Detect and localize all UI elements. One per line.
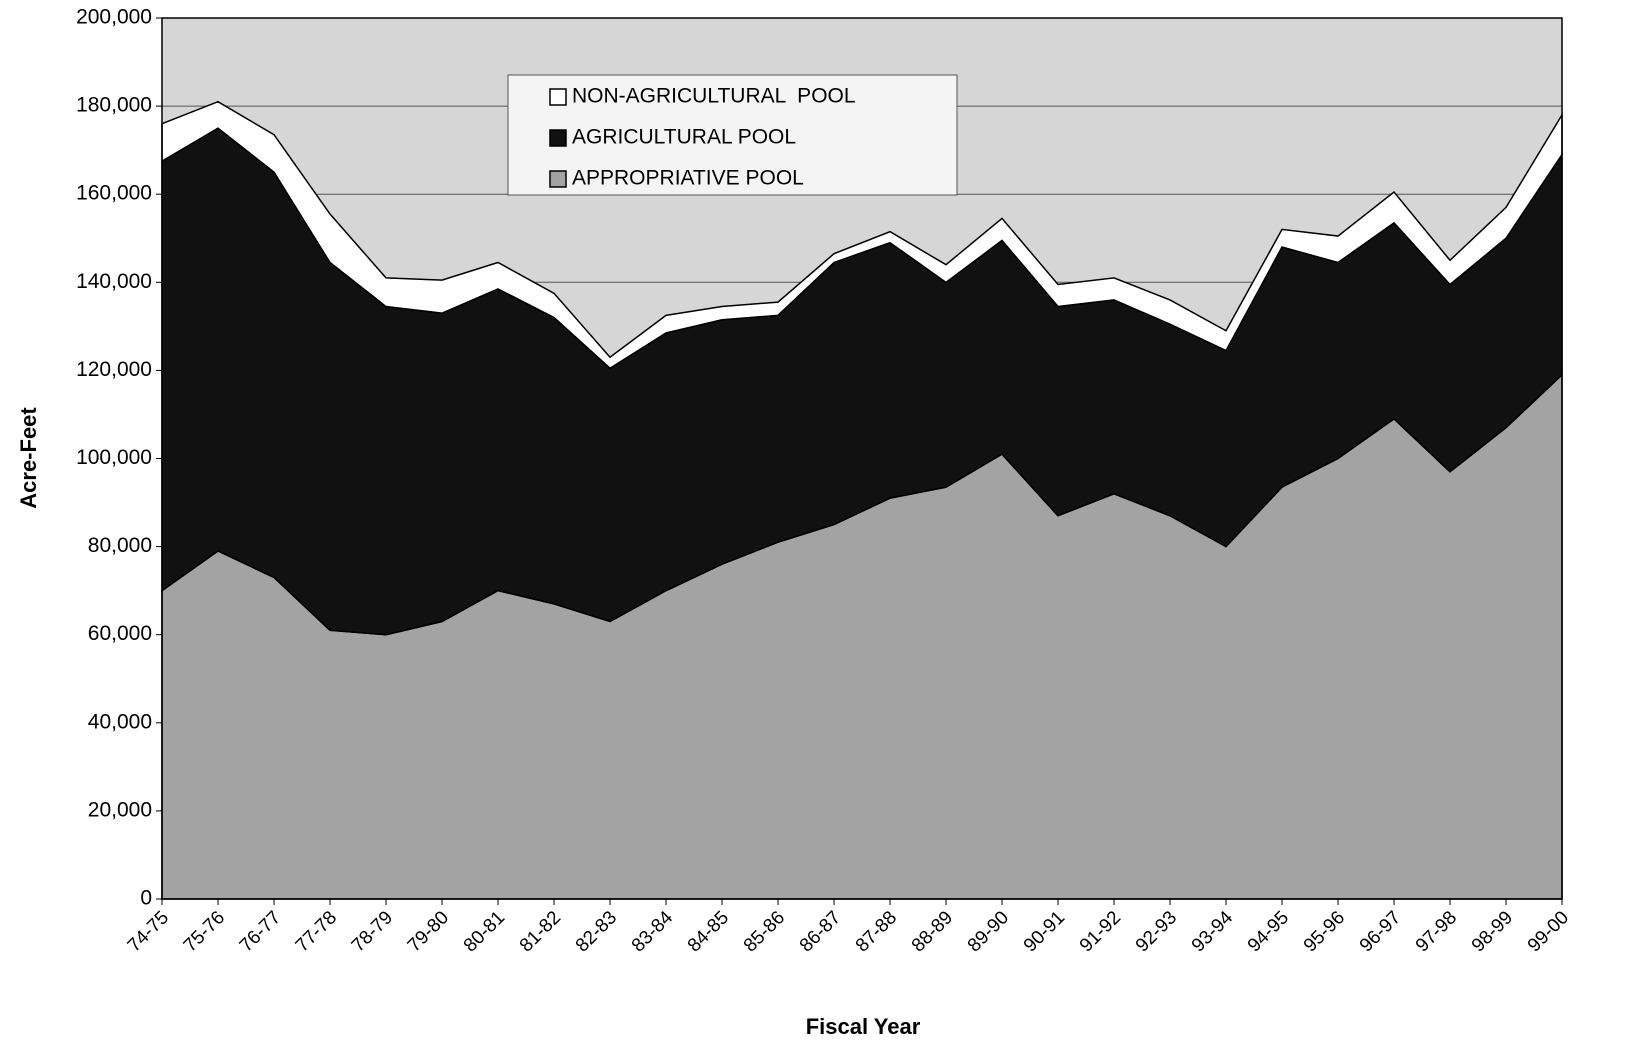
y-tick-label: 140,000 (76, 270, 152, 293)
y-tick-label: 100,000 (76, 446, 152, 469)
y-tick-label: 180,000 (76, 94, 152, 117)
x-tick-label: 79-80 (404, 907, 453, 956)
legend-box (507, 74, 958, 196)
y-tick-label: 160,000 (76, 182, 152, 205)
x-tick-label: 81-82 (516, 907, 565, 956)
x-tick-label: 84-85 (684, 907, 733, 956)
x-tick-label: 77-78 (292, 907, 341, 956)
x-tick-label: 94-95 (1244, 907, 1293, 956)
x-tick-label: 93-94 (1188, 907, 1238, 957)
y-tick-label: 40,000 (88, 710, 152, 733)
x-tick-label: 96-97 (1356, 907, 1405, 956)
x-axis-title: Fiscal Year (806, 1014, 921, 1039)
x-tick-label: 78-79 (348, 907, 397, 956)
legend-label: NON-AGRICULTURAL POOL (572, 85, 856, 108)
x-tick-label: 88-89 (908, 907, 957, 956)
x-tick-label: 89-90 (964, 907, 1013, 956)
x-tick-label: 95-96 (1300, 907, 1349, 956)
x-tick-label: 82-83 (572, 907, 621, 956)
x-tick-label: 74-75 (124, 907, 173, 956)
x-tick-label: 75-76 (180, 907, 229, 956)
y-tick-label: 200,000 (76, 6, 152, 29)
legend-label: AGRICULTURAL POOL (572, 126, 796, 149)
legend-label: APPROPRIATIVE POOL (572, 167, 804, 190)
y-axis-title: Acre-Feet (16, 407, 41, 509)
x-tick-label: 91-92 (1076, 907, 1125, 956)
x-tick-label: 86-87 (796, 907, 845, 956)
x-tick-label: 97-98 (1412, 907, 1461, 956)
x-tick-label: 98-99 (1468, 907, 1517, 956)
x-tick-label: 92-93 (1132, 907, 1181, 956)
x-tick-label: 85-86 (740, 907, 789, 956)
y-tick-label: 120,000 (76, 358, 152, 381)
x-tick-label: 99-00 (1524, 907, 1573, 956)
y-tick-label: 60,000 (88, 622, 152, 645)
legend-swatch (549, 88, 567, 106)
legend-swatch (549, 129, 567, 147)
y-tick-label: 20,000 (88, 798, 152, 821)
x-tick-label: 87-88 (852, 907, 901, 956)
x-tick-label: 83-84 (628, 907, 678, 957)
y-tick-label: 80,000 (88, 534, 152, 557)
x-tick-label: 80-81 (460, 907, 509, 956)
legend-swatch (549, 170, 567, 188)
x-tick-label: 90-91 (1020, 907, 1069, 956)
x-tick-label: 76-77 (236, 907, 285, 956)
y-tick-label: 0 (140, 887, 152, 910)
